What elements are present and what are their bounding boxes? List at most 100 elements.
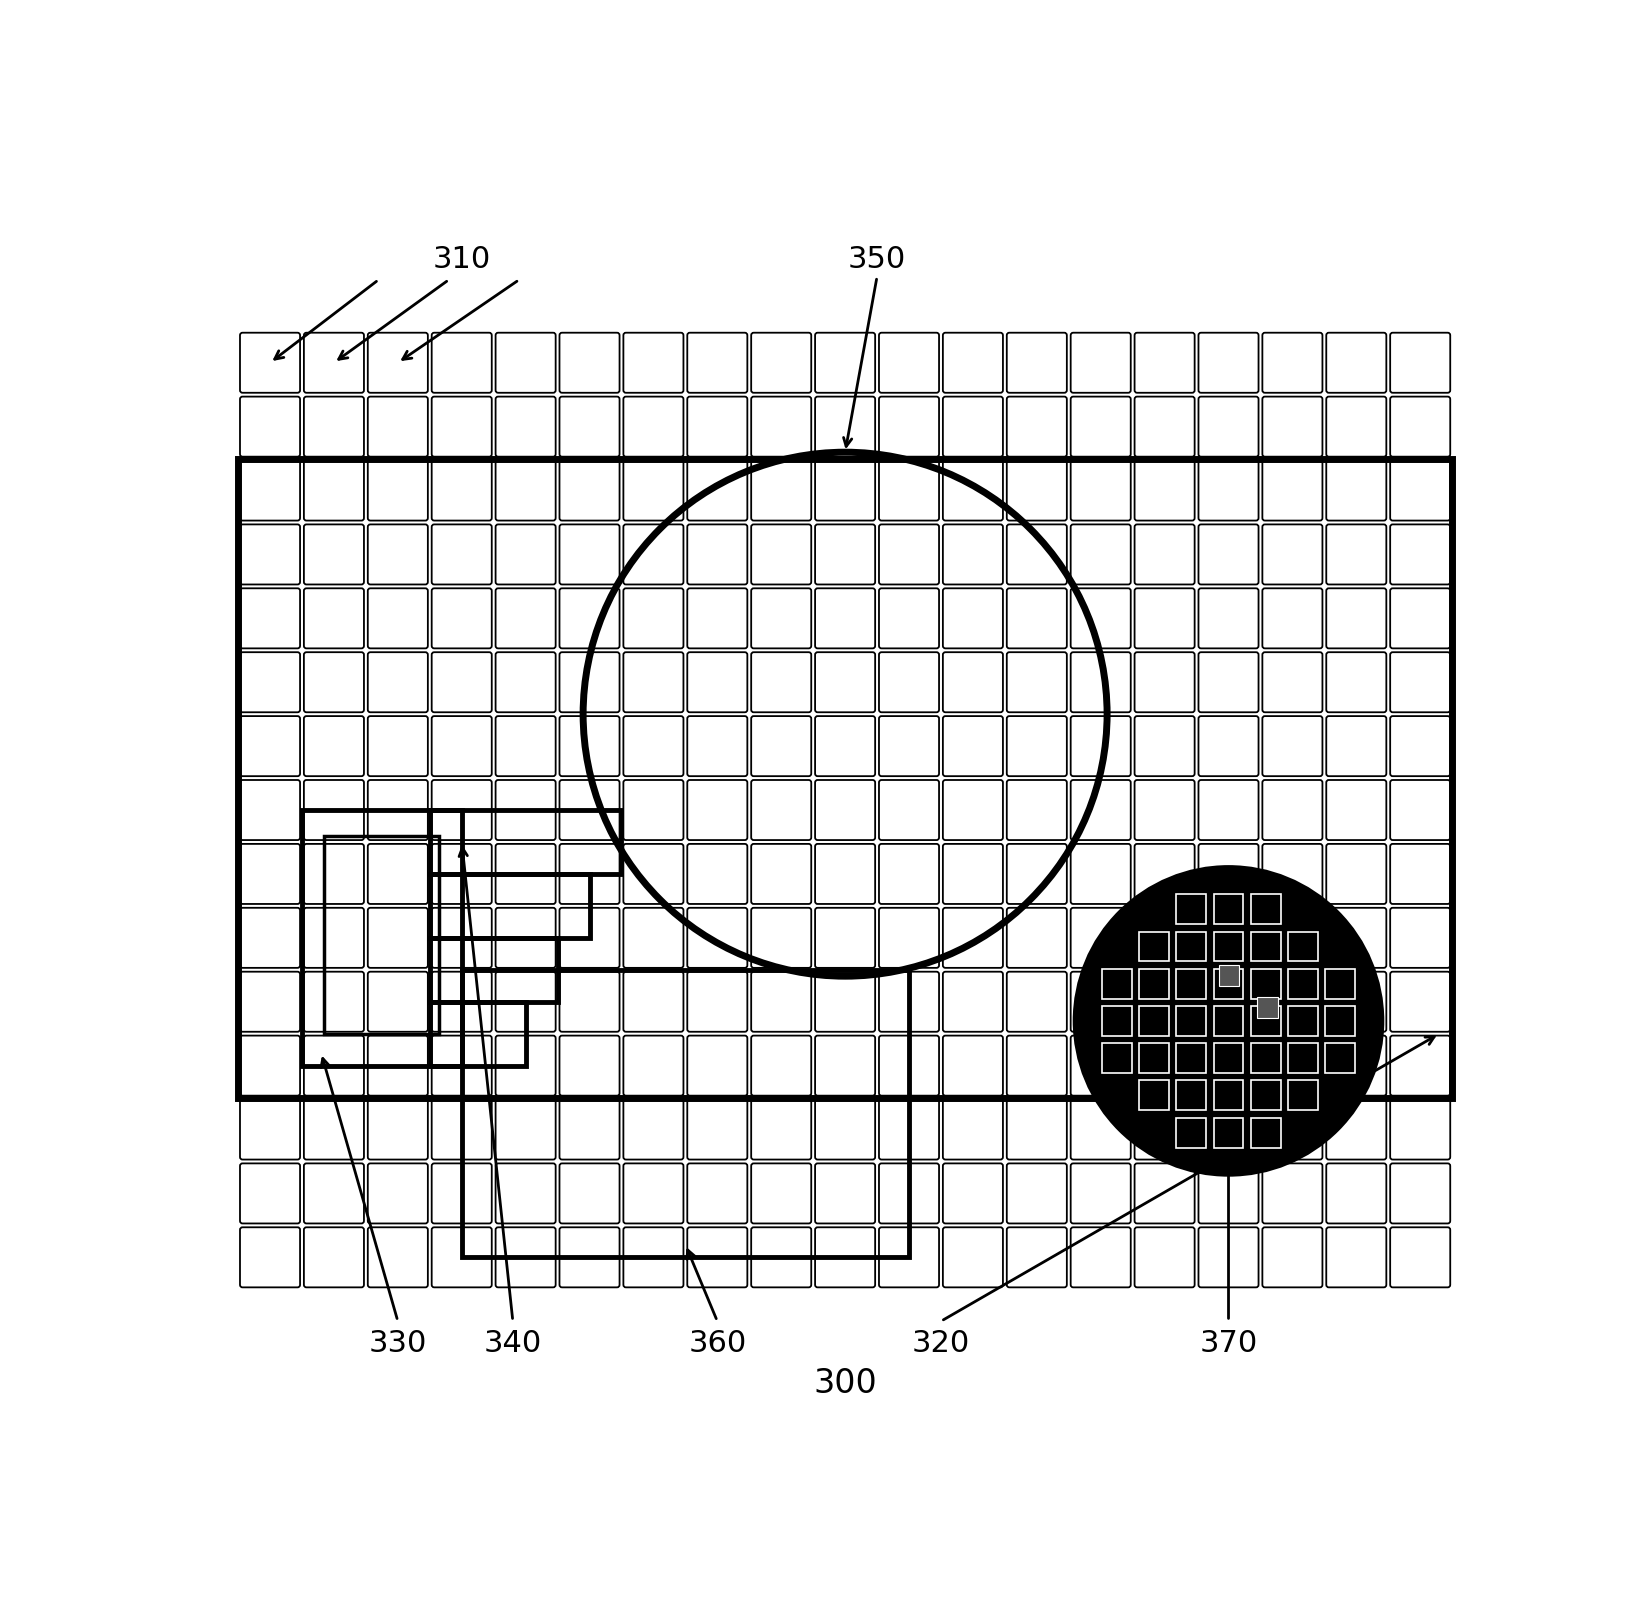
FancyBboxPatch shape — [496, 525, 555, 586]
FancyBboxPatch shape — [1134, 334, 1193, 393]
FancyBboxPatch shape — [814, 461, 875, 522]
FancyBboxPatch shape — [241, 1035, 300, 1096]
FancyBboxPatch shape — [303, 1035, 364, 1096]
FancyBboxPatch shape — [1134, 589, 1193, 648]
FancyBboxPatch shape — [687, 1164, 747, 1223]
FancyBboxPatch shape — [878, 973, 938, 1032]
FancyBboxPatch shape — [623, 589, 682, 648]
FancyBboxPatch shape — [1007, 1035, 1066, 1096]
Text: 330: 330 — [369, 1327, 427, 1356]
FancyBboxPatch shape — [1198, 908, 1257, 968]
FancyBboxPatch shape — [943, 525, 1002, 586]
Bar — [237, 459, 1452, 1098]
Text: 350: 350 — [847, 246, 906, 274]
FancyBboxPatch shape — [878, 525, 938, 586]
FancyBboxPatch shape — [687, 1228, 747, 1287]
FancyBboxPatch shape — [751, 653, 811, 713]
FancyBboxPatch shape — [1007, 334, 1066, 393]
FancyBboxPatch shape — [496, 908, 555, 968]
FancyBboxPatch shape — [878, 908, 938, 968]
FancyBboxPatch shape — [751, 1035, 811, 1096]
FancyBboxPatch shape — [1070, 908, 1131, 968]
FancyBboxPatch shape — [687, 461, 747, 522]
Bar — [1287, 1080, 1317, 1111]
Bar — [1213, 969, 1243, 998]
FancyBboxPatch shape — [943, 717, 1002, 777]
FancyBboxPatch shape — [1134, 844, 1193, 904]
FancyBboxPatch shape — [559, 653, 620, 713]
FancyBboxPatch shape — [303, 1164, 364, 1223]
FancyBboxPatch shape — [687, 398, 747, 457]
FancyBboxPatch shape — [1007, 908, 1066, 968]
Bar — [1251, 1006, 1280, 1037]
FancyBboxPatch shape — [1325, 461, 1386, 522]
FancyBboxPatch shape — [1262, 589, 1322, 648]
FancyBboxPatch shape — [943, 334, 1002, 393]
FancyBboxPatch shape — [1389, 717, 1449, 777]
FancyBboxPatch shape — [1262, 1035, 1322, 1096]
FancyBboxPatch shape — [751, 973, 811, 1032]
FancyBboxPatch shape — [559, 589, 620, 648]
FancyBboxPatch shape — [1007, 1099, 1066, 1160]
FancyBboxPatch shape — [1070, 1164, 1131, 1223]
FancyBboxPatch shape — [878, 1228, 938, 1287]
FancyBboxPatch shape — [878, 589, 938, 648]
FancyBboxPatch shape — [1389, 334, 1449, 393]
FancyBboxPatch shape — [1070, 973, 1131, 1032]
FancyBboxPatch shape — [368, 461, 427, 522]
FancyBboxPatch shape — [751, 461, 811, 522]
Bar — [1213, 933, 1243, 961]
Bar — [1256, 998, 1277, 1018]
FancyBboxPatch shape — [878, 844, 938, 904]
FancyBboxPatch shape — [623, 973, 682, 1032]
FancyBboxPatch shape — [1198, 780, 1257, 841]
FancyBboxPatch shape — [241, 525, 300, 586]
Bar — [325, 836, 438, 1034]
FancyBboxPatch shape — [814, 973, 875, 1032]
Text: 340: 340 — [483, 1327, 542, 1356]
FancyBboxPatch shape — [1262, 525, 1322, 586]
FancyBboxPatch shape — [623, 1099, 682, 1160]
FancyBboxPatch shape — [623, 1164, 682, 1223]
FancyBboxPatch shape — [559, 844, 620, 904]
FancyBboxPatch shape — [943, 973, 1002, 1032]
FancyBboxPatch shape — [241, 844, 300, 904]
FancyBboxPatch shape — [943, 461, 1002, 522]
FancyBboxPatch shape — [1007, 653, 1066, 713]
Bar — [430, 1002, 526, 1066]
FancyBboxPatch shape — [687, 653, 747, 713]
FancyBboxPatch shape — [1198, 398, 1257, 457]
Circle shape — [1074, 868, 1381, 1175]
FancyBboxPatch shape — [814, 844, 875, 904]
FancyBboxPatch shape — [1325, 780, 1386, 841]
FancyBboxPatch shape — [751, 1099, 811, 1160]
FancyBboxPatch shape — [1134, 717, 1193, 777]
FancyBboxPatch shape — [1325, 334, 1386, 393]
FancyBboxPatch shape — [878, 1164, 938, 1223]
Text: 310: 310 — [432, 246, 491, 274]
FancyBboxPatch shape — [1325, 1228, 1386, 1287]
Bar — [1175, 1119, 1205, 1148]
FancyBboxPatch shape — [751, 717, 811, 777]
FancyBboxPatch shape — [1389, 653, 1449, 713]
FancyBboxPatch shape — [623, 653, 682, 713]
FancyBboxPatch shape — [1198, 653, 1257, 713]
FancyBboxPatch shape — [241, 589, 300, 648]
FancyBboxPatch shape — [303, 1228, 364, 1287]
FancyBboxPatch shape — [368, 334, 427, 393]
Bar — [1175, 1043, 1205, 1074]
FancyBboxPatch shape — [1325, 717, 1386, 777]
FancyBboxPatch shape — [1134, 461, 1193, 522]
FancyBboxPatch shape — [303, 973, 364, 1032]
FancyBboxPatch shape — [1134, 525, 1193, 586]
FancyBboxPatch shape — [496, 1228, 555, 1287]
FancyBboxPatch shape — [1134, 398, 1193, 457]
FancyBboxPatch shape — [496, 717, 555, 777]
FancyBboxPatch shape — [559, 1164, 620, 1223]
FancyBboxPatch shape — [1325, 398, 1386, 457]
FancyBboxPatch shape — [814, 1164, 875, 1223]
FancyBboxPatch shape — [1262, 780, 1322, 841]
Bar — [1251, 933, 1280, 961]
FancyBboxPatch shape — [496, 780, 555, 841]
FancyBboxPatch shape — [241, 908, 300, 968]
